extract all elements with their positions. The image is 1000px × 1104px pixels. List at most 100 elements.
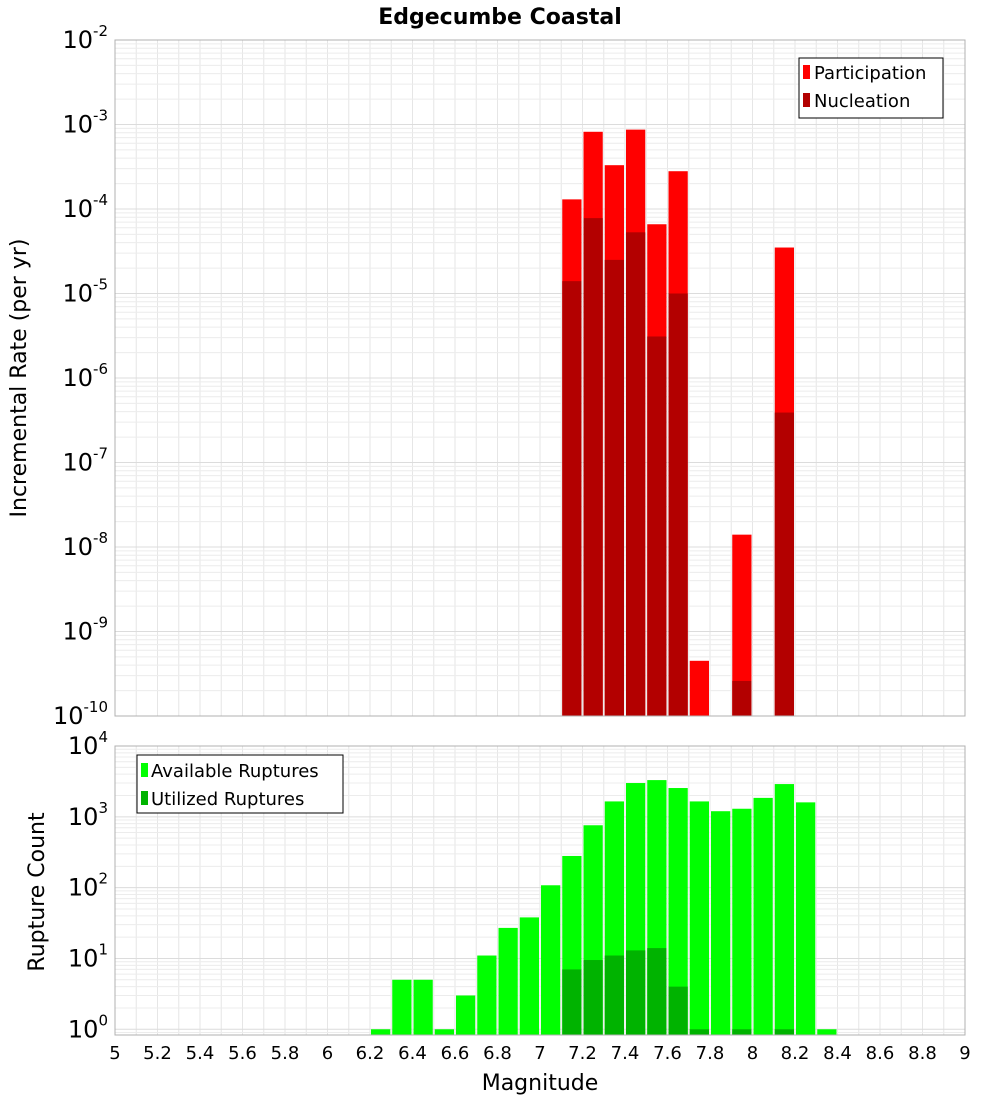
x-tick-label: 6.2 bbox=[356, 1043, 385, 1064]
x-tick-label: 8.2 bbox=[781, 1043, 810, 1064]
count-bar-available-ruptures bbox=[689, 801, 709, 1035]
rate-legend-box bbox=[798, 57, 944, 119]
rate-bar-nucleation bbox=[562, 281, 582, 716]
x-tick-label: 7.4 bbox=[611, 1043, 640, 1064]
rate-y-axis-label: Incremental Rate (per yr) bbox=[7, 239, 32, 518]
count-bar-utilized-ruptures bbox=[668, 986, 688, 1035]
x-tick-label: 5 bbox=[109, 1043, 120, 1064]
x-tick-label: 7.2 bbox=[568, 1043, 597, 1064]
rate-bars bbox=[562, 129, 794, 717]
count-bar-utilized-ruptures bbox=[626, 950, 646, 1035]
nucleation-legend-label: Nucleation bbox=[814, 91, 910, 112]
rate-y-tick-label: 10-7 bbox=[62, 445, 108, 477]
count-bar-available-ruptures bbox=[456, 995, 476, 1035]
rate-y-tick-label: 10-10 bbox=[53, 698, 108, 730]
rate-plot-frame bbox=[114, 39, 966, 717]
x-tick-label: 6.8 bbox=[483, 1043, 512, 1064]
count-bar-utilized-ruptures bbox=[562, 969, 582, 1035]
chart-title: Edgecumbe Coastal bbox=[378, 5, 622, 30]
x-tick-label: 8.6 bbox=[866, 1043, 895, 1064]
x-tick-label: 6.4 bbox=[398, 1043, 427, 1064]
x-tick-label: 5.2 bbox=[143, 1043, 172, 1064]
x-axis-label: Magnitude bbox=[482, 1071, 599, 1096]
count-bar-available-ruptures bbox=[477, 955, 497, 1035]
count-bar-utilized-ruptures bbox=[732, 1029, 752, 1035]
count-bar-utilized-ruptures bbox=[689, 1029, 709, 1035]
count-bars bbox=[371, 780, 837, 1035]
count-bar-available-ruptures bbox=[753, 797, 773, 1035]
count-y-tick-label: 104 bbox=[68, 728, 108, 760]
x-tick-label: 5.6 bbox=[228, 1043, 257, 1064]
count-bar-available-ruptures bbox=[668, 788, 688, 1035]
count-bar-available-ruptures bbox=[392, 979, 412, 1035]
count-y-axis-label: Rupture Count bbox=[25, 812, 50, 972]
count-legend-box bbox=[136, 754, 344, 814]
x-tick-label: 7.6 bbox=[653, 1043, 682, 1064]
rate-bar-participation bbox=[732, 534, 752, 716]
rate-bar-nucleation bbox=[774, 412, 794, 716]
rate-y-tick-label: 10-6 bbox=[62, 360, 108, 392]
count-bar-available-ruptures bbox=[774, 784, 794, 1035]
count-bar-utilized-ruptures bbox=[774, 1029, 794, 1035]
rate-bar-participation bbox=[689, 660, 709, 716]
count-bar-available-ruptures bbox=[371, 1029, 391, 1035]
rate-legend: Participation Nucleation bbox=[798, 57, 944, 119]
count-bar-available-ruptures bbox=[711, 811, 731, 1035]
rate-gridlines bbox=[114, 40, 966, 717]
count-bar-available-ruptures bbox=[434, 1029, 454, 1035]
x-tick-label: 8 bbox=[747, 1043, 758, 1064]
count-bar-available-ruptures bbox=[413, 979, 433, 1035]
available-legend-label: Available Ruptures bbox=[151, 761, 319, 782]
rate-y-tick-label: 10-4 bbox=[62, 191, 108, 223]
utilized-legend-swatch bbox=[141, 791, 148, 805]
rate-y-tick-label: 10-2 bbox=[62, 22, 108, 54]
x-tick-label: 6.6 bbox=[441, 1043, 470, 1064]
rate-bar-nucleation bbox=[604, 259, 624, 716]
rate-y-tick-label: 10-5 bbox=[62, 276, 108, 308]
count-y-tick-label: 102 bbox=[68, 870, 108, 902]
count-bar-available-ruptures bbox=[498, 927, 518, 1035]
rate-bar-nucleation bbox=[626, 232, 646, 716]
count-bar-available-ruptures bbox=[519, 917, 539, 1035]
x-tick-label: 5.8 bbox=[271, 1043, 300, 1064]
rate-bar-nucleation bbox=[732, 680, 752, 716]
count-gridlines bbox=[114, 746, 966, 1035]
participation-legend-label: Participation bbox=[814, 63, 926, 84]
participation-legend-swatch bbox=[803, 65, 810, 79]
x-tick-label: 9 bbox=[959, 1043, 970, 1064]
rate-panel: 10-2 10-3 10-4 10-5 10-6 10-7 10-8 10-9 10-10 In… bbox=[7, 22, 966, 730]
nucleation-legend-swatch bbox=[803, 93, 810, 107]
count-y-tick-label: 100 bbox=[68, 1011, 108, 1043]
rate-bar-nucleation bbox=[668, 293, 688, 716]
x-tick-label: 8.8 bbox=[908, 1043, 937, 1064]
count-bar-utilized-ruptures bbox=[583, 960, 603, 1035]
count-plot-frame bbox=[114, 745, 966, 1036]
rate-y-tick-label: 10-3 bbox=[62, 107, 108, 139]
count-legend: Available Ruptures Utilized Ruptures bbox=[136, 754, 344, 814]
x-tick-label: 5.4 bbox=[186, 1043, 215, 1064]
x-tick-label: 7 bbox=[534, 1043, 545, 1064]
x-tick-label: 7.8 bbox=[696, 1043, 725, 1064]
x-tick-label: 8.4 bbox=[823, 1043, 852, 1064]
available-legend-swatch bbox=[141, 763, 148, 777]
rate-y-tick-label: 10-9 bbox=[62, 614, 108, 646]
count-bar-available-ruptures bbox=[732, 808, 752, 1035]
rate-y-tick-labels: 10-2 10-3 10-4 10-5 10-6 10-7 10-8 10-9 10-10 bbox=[53, 22, 108, 730]
count-panel: 104 103 102 101 100 5 5.2 5.4 5.6 5.8 6 6.2 6.4 6.6 6… bbox=[25, 728, 971, 1096]
count-bar-utilized-ruptures bbox=[604, 955, 624, 1035]
count-bar-available-ruptures bbox=[541, 885, 561, 1035]
count-bar-available-ruptures bbox=[796, 802, 816, 1035]
rate-y-tick-label: 10-8 bbox=[62, 529, 108, 561]
count-y-tick-label: 103 bbox=[68, 799, 108, 831]
x-tick-label: 6 bbox=[322, 1043, 333, 1064]
count-bar-available-ruptures bbox=[817, 1029, 837, 1035]
count-y-tick-labels: 104 103 102 101 100 bbox=[68, 728, 108, 1043]
count-y-tick-label: 101 bbox=[68, 940, 108, 972]
utilized-legend-label: Utilized Ruptures bbox=[151, 789, 304, 810]
rate-bar-nucleation bbox=[647, 336, 667, 716]
x-tick-labels: 5 5.2 5.4 5.6 5.8 6 6.2 6.4 6.6 6.8 7 7.2 7.4 7.6 7.8 8… bbox=[109, 1043, 970, 1064]
rate-bar-nucleation bbox=[583, 218, 603, 716]
count-bar-utilized-ruptures bbox=[647, 948, 667, 1035]
